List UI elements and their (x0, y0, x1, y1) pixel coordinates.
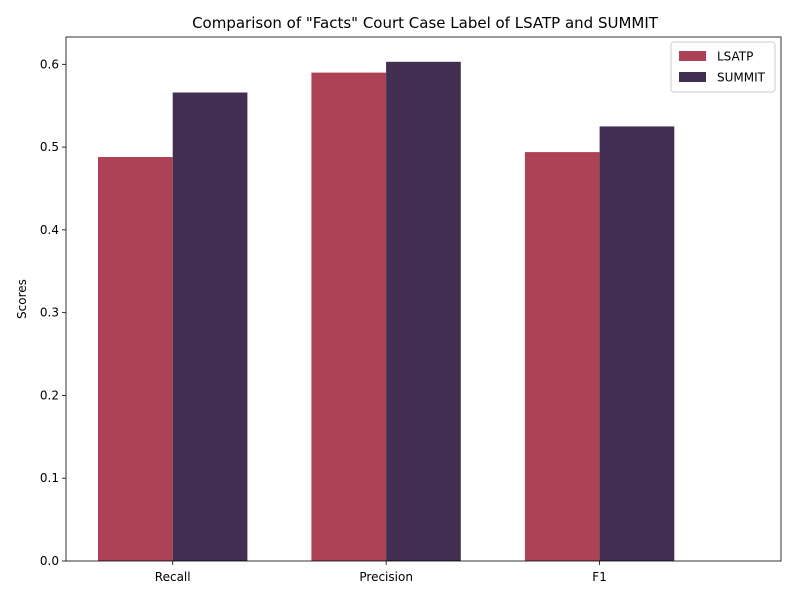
y-tick-label: 0.1 (40, 471, 59, 485)
legend-label-summit: SUMMIT (717, 71, 766, 85)
axes-frame (65, 36, 782, 562)
legend: LSATP SUMMIT (670, 41, 776, 93)
x-tick-label: Precision (359, 570, 413, 584)
x-tick-label: Recall (155, 570, 191, 584)
y-axis-label: Scores (15, 279, 29, 319)
y-tick-label: 0.5 (40, 140, 59, 154)
bar-lsatp-recall (98, 157, 173, 561)
x-tick-label: F1 (592, 570, 607, 584)
legend-label-lsatp: LSATP (717, 50, 753, 64)
bar-summit-f1 (599, 126, 675, 562)
bar-lsatp-precision (311, 72, 387, 561)
y-tick-label: 0.3 (40, 306, 59, 320)
plot-area: 0.0 0.1 0.2 0.3 0.4 0.5 0.6 Recall Precision F1 (40, 36, 782, 584)
y-tick-label: 0.0 (40, 554, 59, 568)
bar-summit-precision (386, 61, 461, 562)
y-tick-label: 0.4 (40, 223, 59, 237)
bar-summit-recall (172, 92, 248, 561)
y-tick-label: 0.2 (40, 388, 59, 402)
bar-lsatp-f1 (524, 152, 600, 561)
y-tick-label: 0.6 (40, 57, 59, 71)
chart-title: Comparison of "Facts" Court Case Label o… (192, 14, 659, 32)
legend-swatch-summit (679, 72, 706, 82)
legend-swatch-lsatp (679, 51, 706, 61)
